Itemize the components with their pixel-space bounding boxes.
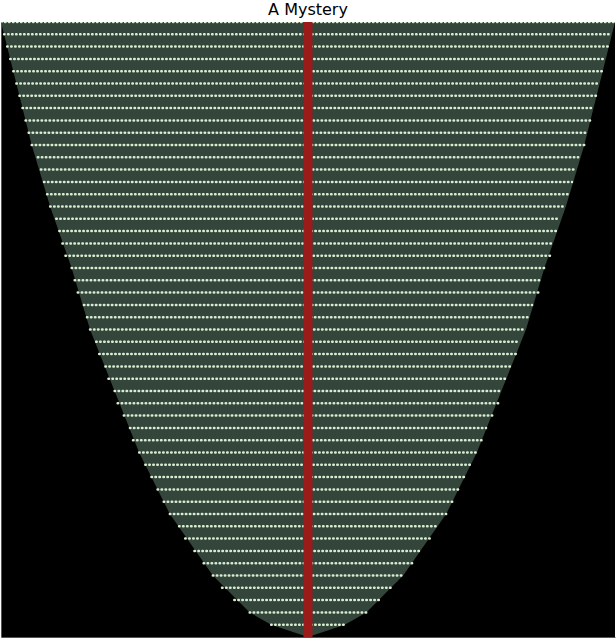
area <box>1 22 615 637</box>
x-axis-line <box>2 637 616 638</box>
chart: A Mystery <box>0 0 616 638</box>
x-axis <box>2 637 616 638</box>
plot <box>1 22 616 638</box>
line <box>304 22 313 637</box>
title: A Mystery <box>268 0 348 19</box>
y-axis <box>1 23 2 638</box>
marks <box>1 22 615 637</box>
y-axis-line <box>1 23 2 638</box>
plot-background <box>1 22 615 637</box>
